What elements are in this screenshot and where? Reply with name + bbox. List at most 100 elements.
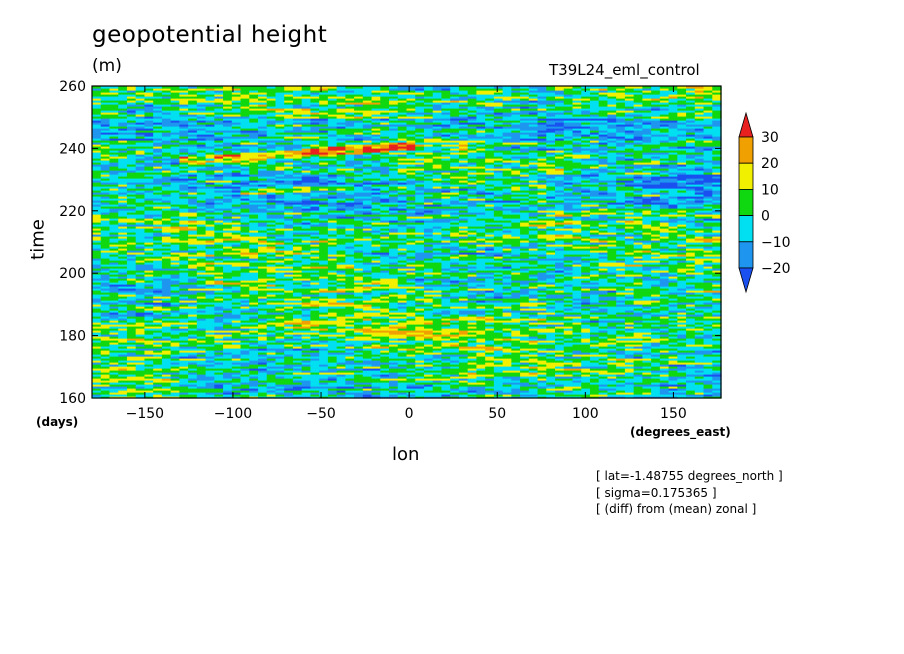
heatmap-cell bbox=[520, 352, 530, 355]
heatmap-cell bbox=[319, 352, 329, 355]
heatmap-cell bbox=[336, 336, 346, 339]
heatmap-cell bbox=[249, 264, 259, 267]
heatmap-cell bbox=[397, 302, 408, 305]
heatmap-cell bbox=[327, 264, 338, 267]
heatmap-cell bbox=[92, 318, 102, 321]
heatmap-cell bbox=[677, 278, 687, 281]
heatmap-cell bbox=[380, 386, 390, 389]
heatmap-cell bbox=[441, 296, 451, 299]
heatmap-cell bbox=[528, 388, 539, 391]
heatmap-cell bbox=[546, 354, 556, 357]
heatmap-cell bbox=[371, 274, 381, 277]
heatmap-cell bbox=[589, 380, 600, 383]
heatmap-cell bbox=[581, 318, 591, 321]
heatmap-cell bbox=[362, 318, 373, 321]
heatmap-cell bbox=[153, 302, 163, 305]
heatmap-cell bbox=[109, 316, 119, 319]
heatmap-cell bbox=[668, 386, 678, 389]
heatmap-cell bbox=[266, 292, 277, 295]
heatmap-cell bbox=[319, 340, 329, 343]
heatmap-cell bbox=[214, 296, 224, 299]
heatmap-cell bbox=[633, 358, 643, 361]
heatmap-cell bbox=[668, 376, 678, 379]
heatmap-cell bbox=[240, 366, 250, 369]
heatmap-cell bbox=[161, 294, 172, 297]
heatmap-cell bbox=[467, 358, 477, 361]
heatmap-cell bbox=[92, 380, 102, 383]
heatmap-cell bbox=[537, 290, 547, 293]
heatmap-cell bbox=[118, 342, 128, 345]
heatmap-cell bbox=[354, 362, 364, 365]
heatmap-cell bbox=[301, 382, 312, 385]
heatmap-cell bbox=[642, 346, 652, 349]
heatmap-cell bbox=[555, 310, 565, 313]
heatmap-cell bbox=[284, 282, 294, 285]
heatmap-cell bbox=[336, 378, 346, 381]
heatmap-cell bbox=[633, 282, 643, 285]
heatmap-cell bbox=[92, 290, 102, 293]
heatmap-cell bbox=[266, 354, 277, 357]
heatmap-cell bbox=[651, 346, 661, 349]
heatmap-cell bbox=[677, 320, 687, 323]
heatmap-cell bbox=[144, 320, 154, 323]
heatmap-cell bbox=[694, 290, 705, 293]
heatmap-cell bbox=[415, 296, 425, 299]
heatmap-cell bbox=[196, 262, 207, 265]
heatmap-cell bbox=[485, 282, 495, 285]
heatmap-cell bbox=[380, 316, 390, 319]
heatmap-cell bbox=[485, 350, 495, 353]
heatmap-cell bbox=[642, 396, 652, 399]
heatmap-cell bbox=[362, 338, 373, 341]
heatmap-cell bbox=[336, 278, 346, 281]
heatmap-cell bbox=[659, 292, 670, 295]
heatmap-cell bbox=[196, 284, 207, 287]
heatmap-cell bbox=[354, 378, 364, 381]
heatmap-cell bbox=[493, 390, 504, 393]
heatmap-cell bbox=[170, 348, 180, 351]
heatmap-cell bbox=[196, 330, 207, 333]
heatmap-cell bbox=[607, 366, 617, 369]
heatmap-cell bbox=[668, 346, 678, 349]
heatmap-cell bbox=[266, 264, 277, 267]
heatmap-cell bbox=[546, 372, 556, 375]
heatmap-cell bbox=[607, 284, 617, 287]
heatmap-cell bbox=[319, 276, 329, 279]
heatmap-cell bbox=[179, 262, 189, 265]
heatmap-cell bbox=[624, 334, 635, 337]
heatmap-cell bbox=[223, 374, 233, 377]
heatmap-cell bbox=[607, 370, 617, 373]
heatmap-cell bbox=[362, 304, 373, 307]
heatmap-cell bbox=[668, 348, 678, 351]
heatmap-cell bbox=[153, 308, 163, 311]
heatmap-cell bbox=[153, 366, 163, 369]
heatmap-cell bbox=[188, 294, 198, 297]
heatmap-cell bbox=[441, 294, 451, 297]
heatmap-cell bbox=[633, 362, 643, 365]
heatmap-cell bbox=[284, 286, 294, 289]
heatmap-cell bbox=[170, 376, 180, 379]
heatmap-cell bbox=[502, 396, 512, 399]
heatmap-cell bbox=[546, 284, 556, 287]
heatmap-cell bbox=[118, 306, 128, 309]
heatmap-cell bbox=[231, 332, 242, 335]
heatmap-cell bbox=[327, 262, 338, 265]
heatmap-cell bbox=[126, 284, 137, 287]
heatmap-cell bbox=[345, 342, 355, 345]
heatmap-cell bbox=[135, 278, 146, 281]
heatmap-cell bbox=[668, 360, 678, 363]
heatmap-cell bbox=[170, 308, 180, 311]
heatmap-cell bbox=[100, 350, 111, 353]
heatmap-cell bbox=[336, 296, 346, 299]
heatmap-cell bbox=[179, 292, 189, 295]
heatmap-cell bbox=[327, 302, 338, 305]
heatmap-cell bbox=[301, 276, 312, 279]
heatmap-cell bbox=[476, 388, 486, 391]
heatmap-cell bbox=[336, 310, 346, 313]
heatmap-cell bbox=[214, 280, 224, 283]
heatmap-cell bbox=[616, 300, 626, 303]
heatmap-cell bbox=[161, 338, 172, 341]
heatmap-cell bbox=[642, 362, 652, 365]
heatmap-cell bbox=[345, 340, 355, 343]
heatmap-cell bbox=[345, 366, 355, 369]
heatmap-cell bbox=[92, 388, 102, 391]
